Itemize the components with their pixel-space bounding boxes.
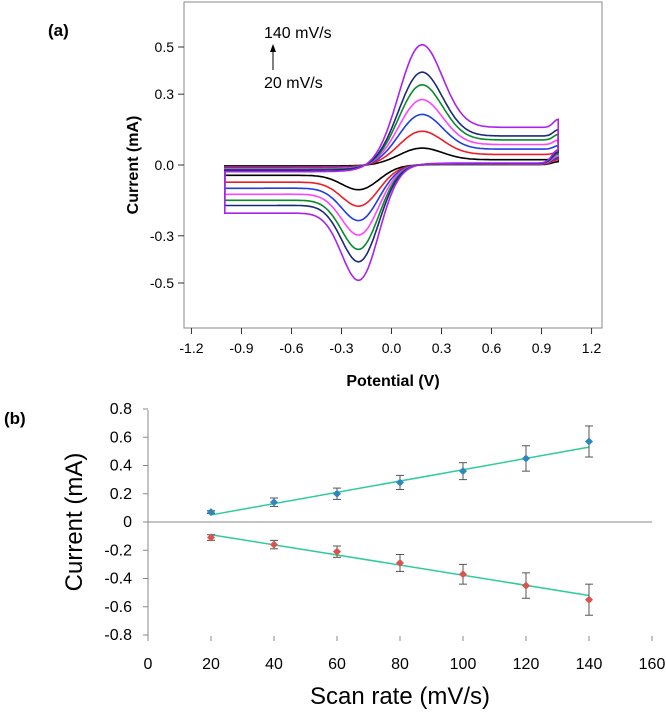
panel-b-x-tick-label: 60 [328,656,346,673]
scan-rate-annotation-bottom: 20 mV/s [264,75,323,92]
panel-b-x-tick-label: 100 [450,656,477,673]
data-point [207,508,215,517]
data-point [585,437,593,446]
data-point [396,558,404,567]
cv-curve [224,71,559,263]
panel-b-x-tick-label: 20 [202,656,220,673]
panel-b-y-tick-label: 0.8 [110,401,132,418]
panel-b-x-tick-label: 40 [265,656,283,673]
panel-b-x-tick-label: 120 [513,656,540,673]
data-point [207,533,215,542]
panel-a-y-tick-label: -0.3 [150,228,174,244]
data-point [459,467,467,476]
panel-a-x-tick-label: 0.0 [382,340,402,356]
panel-b-y-tick-label: -0.8 [104,627,132,644]
cv-curves [224,44,559,282]
panel-b-y-axis-label: Current (mA) [61,453,88,592]
panel-b-x-tick-label: 0 [144,656,153,673]
scan-rate-annotation-top: 140 mV/s [264,25,332,42]
panel-b-y-tick-label: 0 [123,514,132,531]
data-point [270,540,278,549]
panel-a-x-tick-label: 0.6 [482,340,502,356]
panel-b-x-tick-label: 80 [391,656,409,673]
panel-a-y-tick-label: 0.5 [155,39,175,55]
scan-rate-data [207,425,593,616]
panel-b-y-tick-label: -0.2 [104,542,132,559]
panel-b-y-tick-label: 0.6 [110,429,132,446]
data-point [396,478,404,487]
panel-a-x-tick-label: -0.3 [329,340,353,356]
panel-a-y-tick-label: 0.0 [155,157,175,173]
data-point [522,581,530,590]
data-point [333,489,341,498]
panel-a-y-tick-label: 0.3 [155,86,175,102]
data-point [522,454,530,463]
panel-a: (a) -1.2 -0.9 -0.6 -0.3 0.0 0.3 0.6 0.9 1.2 0.5 0.… [48,1,603,390]
panel-a-x-tick-label: -0.9 [229,340,253,356]
panel-b-x-axis-label: Scan rate (mV/s) [310,683,490,710]
panel-a-x-axis-label: Potential (V) [346,373,439,390]
panel-a-y-axis-label: Current (mA) [125,116,142,215]
panel-b-y-tick-label: -0.4 [104,571,132,588]
panel-b-x-tick-label: 160 [639,656,666,673]
panel-b-x-tick-label: 140 [576,656,603,673]
annotation-arrow-icon [270,44,276,52]
data-point [459,570,467,579]
panel-b-label: (b) [4,409,26,428]
panel-a-x-tick-label: -0.6 [279,340,303,356]
data-point [270,498,278,507]
panel-b-y-tick-label: -0.6 [104,599,132,616]
panel-a-label: (a) [48,21,69,40]
panel-a-x-tick-label: 1.2 [582,340,602,356]
cv-curve [224,147,559,191]
cv-curve [224,44,559,282]
data-point [585,595,593,604]
panel-a-x-tick-label: -1.2 [179,340,203,356]
panel-b: (b) 0 20 40 60 80 100 120 140 160 0.8 0.6 0.4 0.2 0 -0… [4,401,665,710]
panel-a-y-tick-label: -0.5 [150,275,174,291]
panel-a-x-tick-label: 0.9 [532,340,552,356]
panel-b-y-tick-label: 0.4 [110,458,132,475]
panel-b-y-tick-label: 0.2 [110,486,132,503]
data-point [333,547,341,556]
panel-a-x-tick-label: 0.3 [432,340,452,356]
